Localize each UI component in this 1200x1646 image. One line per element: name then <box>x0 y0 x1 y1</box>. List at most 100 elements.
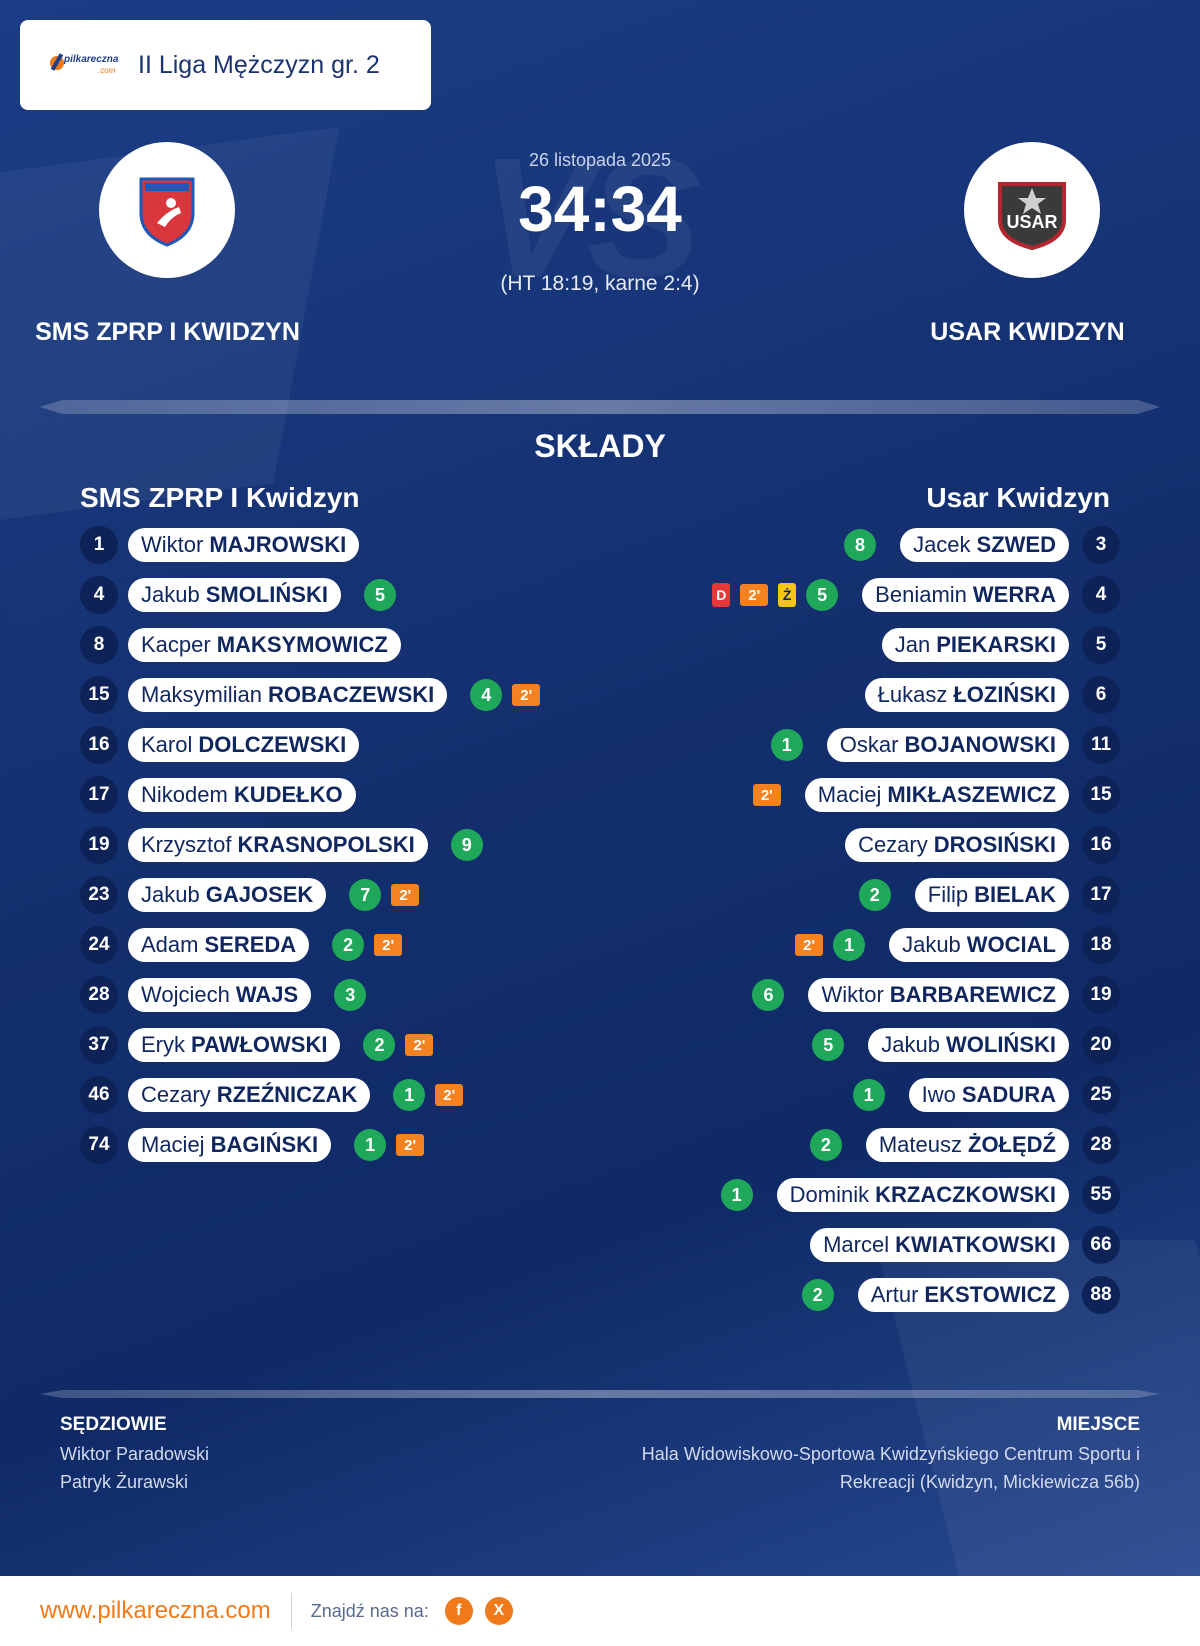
suspension-badge: 2' <box>435 1084 464 1106</box>
player-name: Beniamin WERRA <box>862 578 1069 612</box>
player-first-name: Oskar <box>839 732 899 757</box>
player-last-name: DOLCZEWSKI <box>198 732 347 757</box>
venue-line: Rekreacji (Kwidzyn, Mickiewicza 56b) <box>839 1472 1140 1492</box>
player-stats: 6 <box>752 979 785 1011</box>
player-first-name: Artur <box>870 1282 919 1307</box>
player-name: Oskar BOJANOWSKI <box>826 728 1069 762</box>
shirt-number: 88 <box>1082 1276 1120 1314</box>
shirt-number: 5 <box>1082 626 1120 664</box>
player-last-name: PIEKARSKI <box>936 632 1056 657</box>
player-name: Adam SEREDA <box>128 928 310 962</box>
referees-label: SĘDZIOWIE <box>60 1414 167 1435</box>
player-stats: 2' <box>752 784 781 806</box>
player-first-name: Mateusz <box>878 1132 962 1157</box>
shirt-number: 11 <box>1082 726 1120 764</box>
logo-text: pilkareczna <box>64 54 119 65</box>
player-name: Eryk PAWŁOWSKI <box>128 1028 341 1062</box>
player-last-name: KRASNOPOLSKI <box>237 832 415 857</box>
suspension-badge: 2' <box>405 1034 434 1056</box>
player-last-name: GAJOSEK <box>205 882 314 907</box>
player-first-name: Jan <box>894 632 931 657</box>
player-stats: 2 2' <box>363 1029 434 1061</box>
away-player-row: 88 Artur EKSTOWICZ 2 <box>801 1276 1120 1314</box>
footer-divider <box>290 1593 292 1629</box>
suspension-badge: 2' <box>512 684 541 706</box>
player-stats: 2 <box>809 1129 842 1161</box>
sms-crest-icon <box>139 177 195 247</box>
shirt-number: 3 <box>1082 526 1120 564</box>
referees-list: Wiktor Paradowski Patryk Żurawski <box>60 1440 209 1496</box>
player-first-name: Marcel <box>823 1232 890 1257</box>
suspension-badge: 2' <box>752 784 781 806</box>
away-player-row: 18 Jakub WOCIAL 1 2' <box>795 926 1120 964</box>
player-name: Wojciech WAJS <box>128 978 312 1012</box>
svg-text:USAR: USAR <box>1006 212 1057 232</box>
shirt-number: 55 <box>1082 1176 1120 1214</box>
player-last-name: SADURA <box>961 1082 1056 1107</box>
league-header-card: pilkareczna .com II Liga Mężczyzn gr. 2 <box>20 20 431 110</box>
suspension-badge: 2' <box>391 884 420 906</box>
footer-bar: www.pilkareczna.com Znajdź nas na: f X <box>0 1576 1200 1646</box>
player-last-name: MAKSYMOWICZ <box>216 632 388 657</box>
player-first-name: Dominik <box>789 1182 870 1207</box>
away-player-row: 20 Jakub WOLIŃSKI 5 <box>812 1026 1120 1064</box>
goals-badge: 4 <box>470 679 503 711</box>
player-first-name: Kacper <box>141 632 211 657</box>
away-team-crest: USAR <box>964 142 1100 278</box>
player-stats: 2 <box>801 1279 834 1311</box>
section-divider <box>40 1390 1160 1398</box>
player-name: Kacper MAKSYMOWICZ <box>128 628 401 662</box>
home-player-row: 19 Krzysztof KRASNOPOLSKI 9 <box>80 826 483 864</box>
away-player-row: 4 Beniamin WERRA 5 Ż 2' D <box>712 576 1120 614</box>
away-player-row: 28 Mateusz ŻOŁĘDŹ 2 <box>809 1126 1120 1164</box>
site-link[interactable]: www.pilkareczna.com <box>40 1597 271 1624</box>
shirt-number: 37 <box>80 1026 118 1064</box>
venue-label: MIEJSCE <box>1056 1414 1140 1435</box>
home-player-row: 8 Kacper MAKSYMOWICZ <box>80 626 424 664</box>
player-last-name: DROSIŃSKI <box>933 832 1056 857</box>
shirt-number: 19 <box>80 826 118 864</box>
player-stats: 4 2' <box>470 679 541 711</box>
player-name: Jacek SZWED <box>900 528 1069 562</box>
facebook-icon[interactable]: f <box>444 1597 473 1625</box>
goals-badge: 1 <box>770 729 803 761</box>
shirt-number: 18 <box>1082 926 1120 964</box>
player-name: Dominik KRZACZKOWSKI <box>776 1178 1069 1212</box>
shirt-number: 28 <box>80 976 118 1014</box>
suspension-badge: 2' <box>396 1134 425 1156</box>
pilkareczna-logo: pilkareczna .com <box>50 50 120 80</box>
player-stats: 5 <box>363 579 396 611</box>
player-stats: 2 2' <box>332 929 403 961</box>
player-name: Iwo SADURA <box>908 1078 1069 1112</box>
player-name: Jakub WOLIŃSKI <box>868 1028 1069 1062</box>
goals-badge: 3 <box>334 979 367 1011</box>
yellow-card-badge: Ż <box>778 583 797 607</box>
shirt-number: 4 <box>1082 576 1120 614</box>
player-last-name: MAJROWSKI <box>209 532 347 557</box>
player-name: Wiktor BARBAREWICZ <box>808 978 1069 1012</box>
player-stats: 3 <box>334 979 367 1011</box>
player-last-name: WOCIAL <box>966 932 1056 957</box>
home-player-row: 4 Jakub SMOLIŃSKI 5 <box>80 576 396 614</box>
home-player-row: 28 Wojciech WAJS 3 <box>80 976 367 1014</box>
away-player-row: 19 Wiktor BARBAREWICZ 6 <box>752 976 1120 1014</box>
goals-badge: 6 <box>752 979 785 1011</box>
player-stats: 9 <box>450 829 483 861</box>
usar-crest-icon: USAR <box>998 182 1066 250</box>
x-icon[interactable]: X <box>484 1597 513 1625</box>
player-first-name: Maciej <box>817 782 882 807</box>
league-title: II Liga Mężczyzn gr. 2 <box>138 50 380 79</box>
shirt-number: 74 <box>80 1126 118 1164</box>
player-stats: 1 2' <box>393 1079 464 1111</box>
player-last-name: SZWED <box>976 532 1056 557</box>
goals-badge: 9 <box>450 829 483 861</box>
player-first-name: Maciej <box>141 1132 205 1157</box>
shirt-number: 25 <box>1082 1076 1120 1114</box>
player-first-name: Beniamin <box>875 582 967 607</box>
player-name: Mateusz ŻOŁĘDŹ <box>865 1128 1069 1162</box>
away-player-row: 25 Iwo SADURA 1 <box>852 1076 1120 1114</box>
goals-badge: 1 <box>720 1179 753 1211</box>
player-last-name: BAGIŃSKI <box>210 1132 319 1157</box>
venue-text: Hala Widowiskowo-Sportowa Kwidzyńskiego … <box>620 1440 1140 1496</box>
player-name: Jakub WOCIAL <box>889 928 1069 962</box>
